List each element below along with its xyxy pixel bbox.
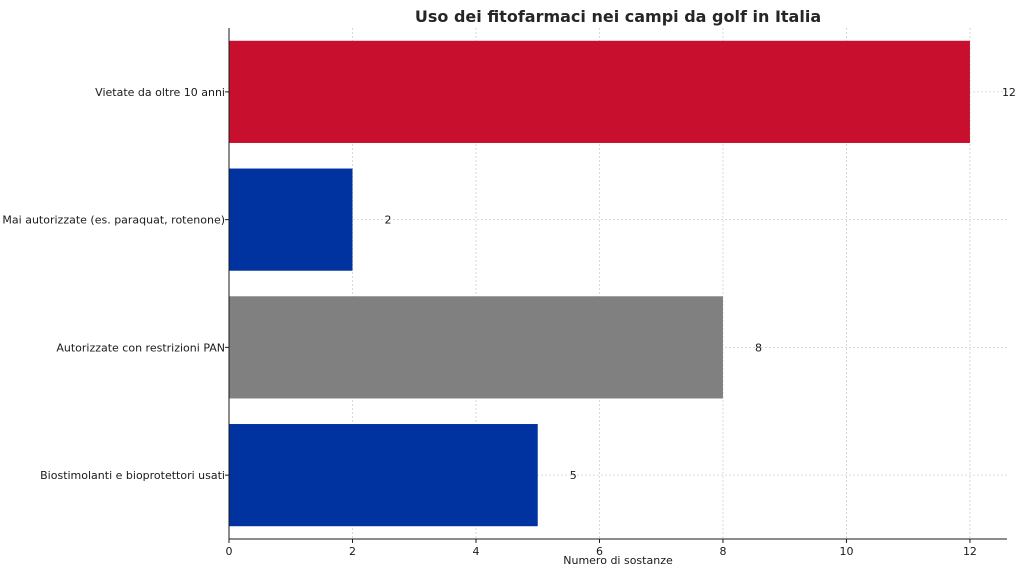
x-tick-label: 6 [596,545,603,558]
x-tick-label: 8 [719,545,726,558]
x-axis-label: Numero di sostanze [563,554,673,567]
bar-value-label: 5 [570,469,577,482]
bar [229,168,353,271]
x-tick-label: 12 [963,545,977,558]
x-tick-label: 0 [226,545,233,558]
labels-layer: Vietate da oltre 10 anni 12 Mai autorizzat… [2,86,1016,482]
category-label: Mai autorizzate (es. paraquat, rotenone) [2,214,225,227]
x-tick-label: 4 [472,545,479,558]
bar-value-label: 12 [1002,86,1016,99]
category-label: Biostimolanti e bioprotettori usati [40,469,225,482]
bar-value-label: 2 [384,214,391,227]
bars-layer [229,40,970,527]
category-label: Autorizzate con restrizioni PAN [56,341,225,354]
chart-title: Uso dei fitofarmaci nei campi da golf in… [415,7,821,26]
bar-value-label: 8 [755,341,762,354]
x-tick-label: 10 [839,545,853,558]
category-label: Vietate da oltre 10 anni [95,86,225,99]
ticks-layer: 0 2 4 6 8 10 12 [225,91,977,558]
x-tick-label: 2 [349,545,356,558]
bar [229,40,970,143]
bar [229,296,723,399]
bar [229,424,538,527]
